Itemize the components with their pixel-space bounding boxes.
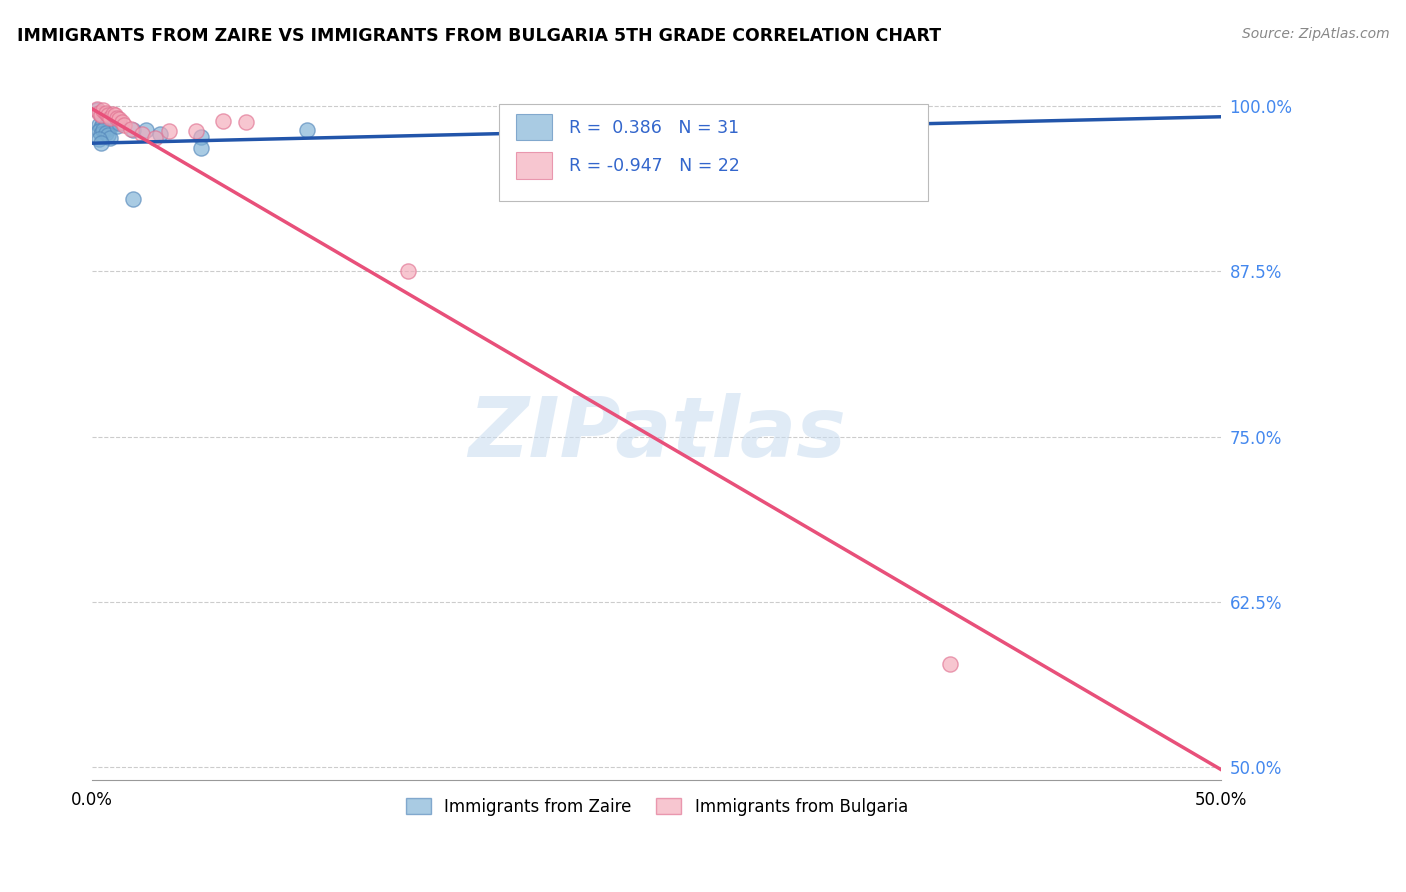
Point (157, 124, 180, 138)
Point (108, 116, 131, 130)
Text: IMMIGRANTS FROM ZAIRE VS IMMIGRANTS FROM BULGARIA 5TH GRADE CORRELATION CHART: IMMIGRANTS FROM ZAIRE VS IMMIGRANTS FROM… (17, 27, 941, 45)
Point (184, 124, 207, 138)
Point (131, 127, 153, 141)
Point (235, 115, 257, 129)
Text: R = -0.947   N = 22: R = -0.947 N = 22 (568, 157, 740, 175)
Point (87, 105, 110, 120)
Text: R =  0.386   N = 31: R = 0.386 N = 31 (568, 119, 738, 137)
Point (98, 111, 121, 125)
Point (97, 112, 120, 127)
Point (939, 657, 962, 671)
Point (145, 131, 167, 145)
Point (190, 129, 212, 144)
Point (104, 108, 127, 122)
Point (98, 111, 121, 125)
Point (295, 123, 318, 137)
Point (90, 127, 112, 141)
Point (101, 111, 124, 125)
Point (121, 123, 143, 137)
Legend: Immigrants from Zaire, Immigrants from Bulgaria: Immigrants from Zaire, Immigrants from B… (398, 789, 917, 824)
Text: ZIPatlas: ZIPatlas (468, 392, 845, 474)
Point (396, 264, 419, 278)
Point (110, 115, 132, 129)
Point (97, 108, 120, 122)
Point (97, 128, 120, 143)
Point (98, 131, 121, 145)
FancyBboxPatch shape (516, 153, 551, 178)
Point (87, 118, 110, 132)
Point (94, 105, 117, 120)
Point (93, 123, 115, 137)
Point (101, 107, 124, 121)
Point (135, 123, 157, 137)
Point (94, 108, 117, 122)
Point (86, 102, 108, 116)
Point (87, 132, 110, 146)
Point (98, 120, 121, 135)
Point (86, 103, 108, 117)
Point (94, 126, 117, 140)
Point (87, 124, 110, 138)
Point (93, 111, 115, 125)
FancyBboxPatch shape (516, 114, 551, 140)
Y-axis label: 5th Grade: 5th Grade (0, 395, 7, 472)
Point (97, 121, 120, 136)
Point (90, 136, 112, 151)
Point (212, 113, 235, 128)
Point (190, 141, 212, 155)
FancyBboxPatch shape (499, 103, 928, 201)
Point (149, 127, 172, 141)
Text: Source: ZipAtlas.com: Source: ZipAtlas.com (1241, 27, 1389, 41)
Point (104, 113, 127, 128)
Point (120, 121, 142, 136)
Point (105, 119, 128, 133)
Point (105, 111, 128, 125)
Point (90, 107, 112, 121)
Point (121, 192, 143, 206)
Point (93, 116, 115, 130)
Point (90, 120, 112, 135)
Point (112, 118, 135, 132)
Point (90, 108, 112, 122)
Point (93, 103, 115, 117)
Point (94, 119, 117, 133)
Point (108, 112, 131, 127)
